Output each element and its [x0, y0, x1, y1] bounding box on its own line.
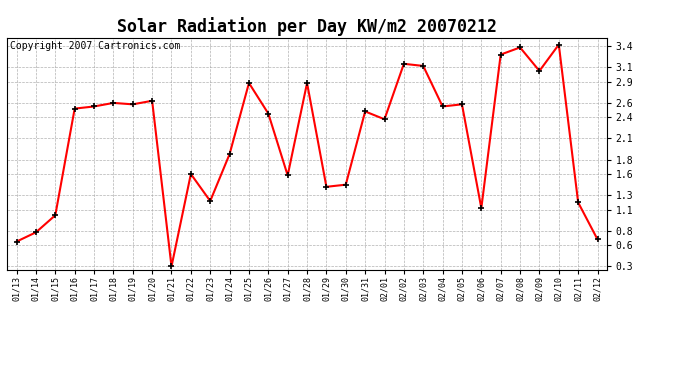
Title: Solar Radiation per Day KW/m2 20070212: Solar Radiation per Day KW/m2 20070212	[117, 17, 497, 36]
Text: Copyright 2007 Cartronics.com: Copyright 2007 Cartronics.com	[10, 41, 180, 51]
